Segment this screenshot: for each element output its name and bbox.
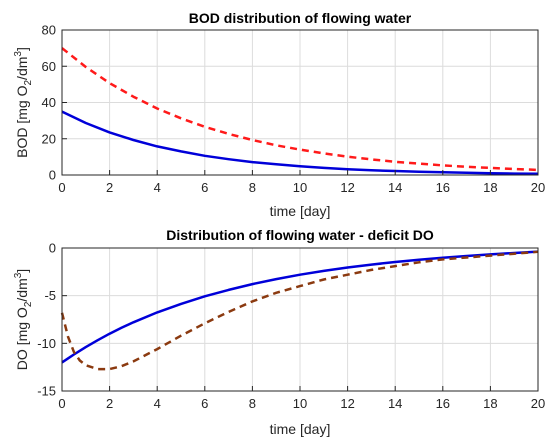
bod-plot: BOD distribution of flowing water 0 2 4 6 8 1… xyxy=(13,10,545,219)
do-series xyxy=(60,250,539,371)
x-tick-label: 0 xyxy=(58,180,65,195)
x-tick-label: 10 xyxy=(293,396,307,411)
y-tick-label: 0 xyxy=(49,241,56,256)
y-tick-label: 40 xyxy=(42,95,56,110)
x-tick-label: 10 xyxy=(293,180,307,195)
bod-x-ticks: 0 2 4 6 8 10 12 14 16 18 20 xyxy=(58,170,545,195)
x-tick-label: 12 xyxy=(340,180,354,195)
solid-series-line xyxy=(61,110,539,175)
y-tick-label: -15 xyxy=(37,384,56,399)
y-tick-label: -10 xyxy=(37,336,56,351)
x-tick-label: 0 xyxy=(58,396,65,411)
x-tick-label: 2 xyxy=(106,396,113,411)
bod-y-ticks: 0 20 40 60 80 xyxy=(42,23,67,183)
x-tick-label: 12 xyxy=(340,396,354,411)
bod-y-axis-label: BOD [mg O2/dm3] xyxy=(13,47,34,158)
x-tick-label: 4 xyxy=(154,396,161,411)
dashed-series-line xyxy=(61,47,539,172)
do-y-axis-label: DO [mg O2/dm3] xyxy=(13,269,34,370)
x-tick-label: 2 xyxy=(106,180,113,195)
x-tick-label: 14 xyxy=(388,180,402,195)
y-tick-label: -5 xyxy=(44,288,56,303)
x-tick-label: 6 xyxy=(201,396,208,411)
x-tick-label: 20 xyxy=(531,396,545,411)
y-tick-label: 0 xyxy=(49,168,56,183)
x-tick-label: 20 xyxy=(531,180,545,195)
x-tick-label: 4 xyxy=(154,180,161,195)
y-tick-label: 80 xyxy=(42,23,56,38)
x-tick-label: 16 xyxy=(436,396,450,411)
y-tick-label: 20 xyxy=(42,131,56,146)
solid-series-line xyxy=(61,250,539,364)
x-tick-label: 8 xyxy=(249,396,256,411)
bod-series xyxy=(61,47,539,175)
x-tick-label: 18 xyxy=(483,180,497,195)
dashed-series-line xyxy=(60,250,539,371)
do-y-ticks: -15 -10 -5 0 xyxy=(37,241,67,399)
x-tick-label: 6 xyxy=(201,180,208,195)
x-tick-label: 8 xyxy=(249,180,256,195)
x-tick-label: 18 xyxy=(483,396,497,411)
do-x-ticks: 0 2 4 6 8 10 12 14 16 18 20 xyxy=(58,386,545,411)
x-tick-label: 16 xyxy=(436,180,450,195)
y-tick-label: 60 xyxy=(42,59,56,74)
bod-x-axis-label: time [day] xyxy=(270,203,331,219)
do-x-axis-label: time [day] xyxy=(270,421,331,437)
do-deficit-plot: Distribution of flowing water - deficit … xyxy=(13,227,545,437)
do-chart-title: Distribution of flowing water - deficit … xyxy=(166,227,434,243)
bod-chart-title: BOD distribution of flowing water xyxy=(189,10,412,26)
x-tick-label: 14 xyxy=(388,396,402,411)
